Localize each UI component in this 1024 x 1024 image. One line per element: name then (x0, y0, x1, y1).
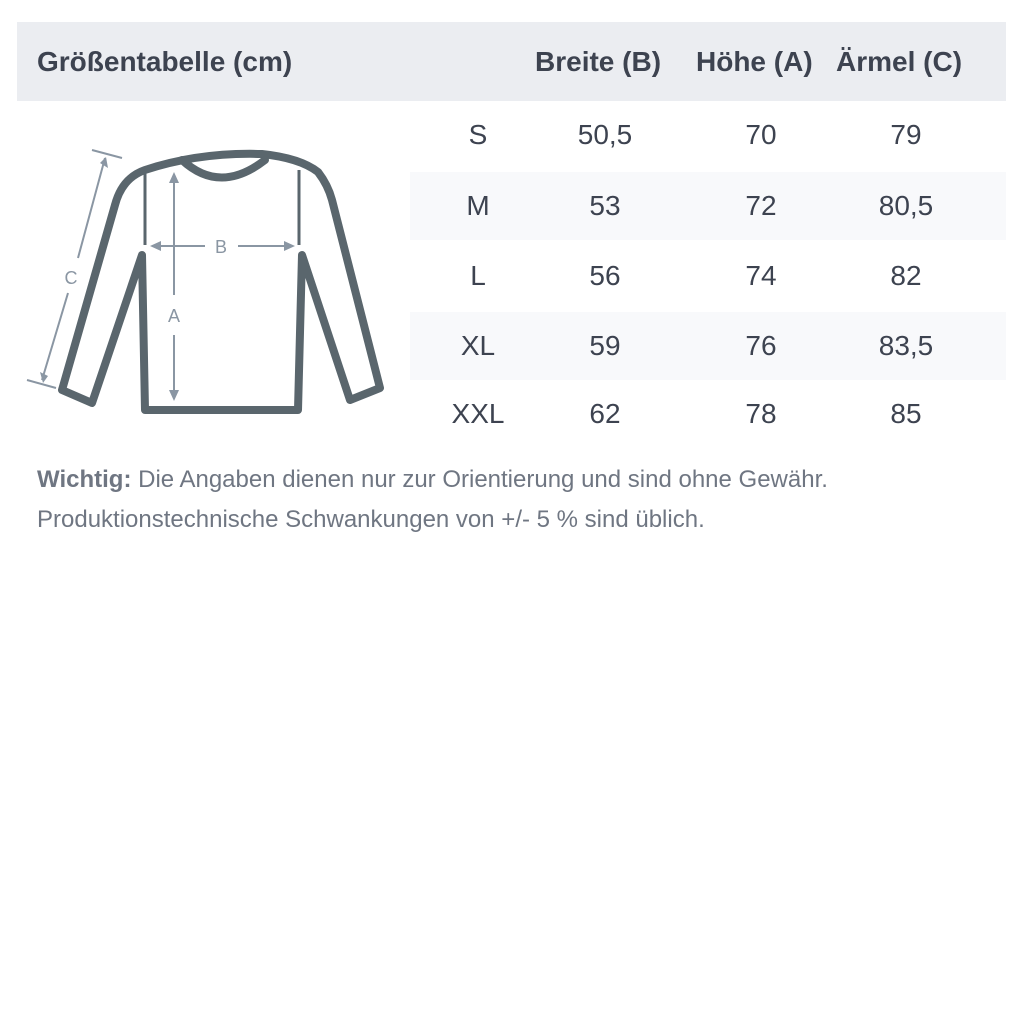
cell-hoehe: 70 (745, 119, 777, 150)
cell-aermel: 83,5 (878, 330, 934, 361)
cell-aermel: 82 (890, 260, 922, 291)
table-row: M 53 72 80,5 (410, 172, 1006, 240)
cell-aermel: 79 (890, 119, 922, 150)
cell-breite: 53 (589, 190, 621, 221)
cell-size: S (468, 119, 488, 150)
cell-breite: 56 (589, 260, 621, 291)
column-header-hoehe: Höhe (A) (696, 46, 813, 77)
cell-aermel: 80,5 (878, 190, 934, 221)
cell-hoehe: 76 (745, 330, 777, 361)
disclaimer-note: Wichtig: Die Angaben dienen nur zur Orie… (37, 460, 828, 540)
table-row: XXL 62 78 85 (410, 380, 1006, 448)
table-header: Größentabelle (cm) Breite (B) Höhe (A) Ä… (17, 22, 1006, 101)
cell-size: XL (460, 330, 496, 361)
cell-size: M (466, 190, 490, 221)
cell-breite: 62 (589, 398, 621, 429)
cell-hoehe: 72 (745, 190, 777, 221)
column-header-aermel: Ärmel (C) (836, 46, 963, 77)
label-c: C (65, 268, 78, 288)
sweater-outline (58, 149, 384, 414)
cell-size: XXL (451, 398, 505, 429)
cell-aermel: 85 (890, 398, 922, 429)
table-row: XL 59 76 83,5 (410, 312, 1006, 380)
table-row: S 50,5 70 79 (410, 101, 1006, 169)
cell-hoehe: 78 (745, 398, 777, 429)
cell-hoehe: 74 (745, 260, 777, 291)
column-header-breite: Breite (B) (535, 46, 662, 77)
note-line-1: Die Angaben dienen nur zur Orientierung … (138, 466, 828, 493)
collar (178, 156, 269, 182)
sleeve-arrow (77, 157, 106, 259)
label-b: B (215, 237, 227, 257)
cell-breite: 50,5 (577, 119, 633, 150)
label-a: A (168, 306, 180, 326)
note-label: Wichtig: (37, 466, 132, 493)
table-title: Größentabelle (cm) (37, 46, 293, 77)
cell-breite: 59 (589, 330, 621, 361)
sweater-diagram: B A C (26, 149, 384, 414)
note-line-2: Produktionstechnische Schwankungen von +… (37, 506, 705, 533)
table-row: L 56 74 82 (410, 242, 1006, 310)
cell-size: L (470, 260, 486, 291)
